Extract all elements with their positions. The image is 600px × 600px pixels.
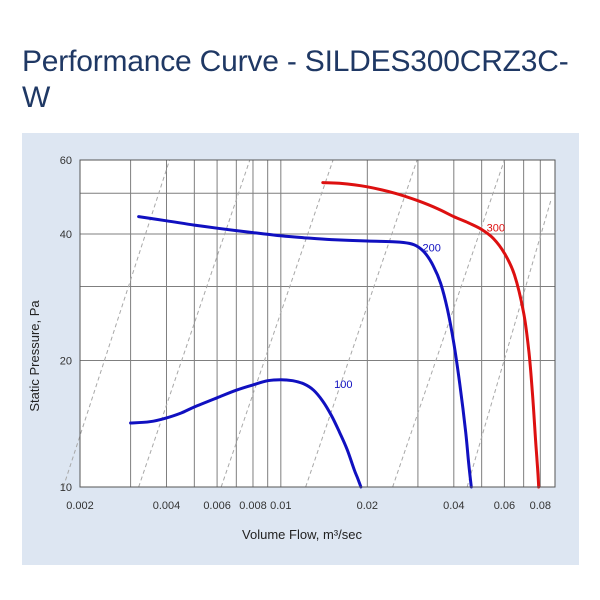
plot-frame	[79, 159, 556, 488]
system-curve-line	[392, 159, 505, 488]
series-line-200	[137, 215, 473, 489]
series-label-100: 100	[334, 379, 352, 391]
series-label-200: 200	[423, 243, 441, 255]
tick-labels: 0.002 0.004 0.006 0.008 0.01 0.02 0.04 0.06 0.08…	[60, 155, 551, 512]
x-tick-label: 0.006	[203, 500, 231, 512]
series-line-300	[321, 181, 541, 489]
plot-border	[79, 159, 556, 488]
chart-panel: 0.002 0.004 0.006 0.008 0.01 0.02 0.04 0.06 0.08…	[22, 133, 579, 565]
x-axis-label: Volume Flow, m³/sec	[242, 527, 362, 542]
performance-chart: 0.002 0.004 0.006 0.008 0.01 0.02 0.04 0.06 0.08…	[27, 155, 556, 542]
x-tick-label: 0.04	[443, 500, 464, 512]
page-title: Performance Curve - SILDES300CRZ3C-W	[22, 45, 569, 114]
y-tick-label: 60	[60, 155, 72, 167]
series-lines	[129, 181, 541, 489]
x-tick-label: 0.004	[153, 500, 181, 512]
system-curve-line	[466, 200, 552, 488]
x-tick-label: 0.008	[239, 500, 267, 512]
y-tick-label: 10	[60, 482, 72, 494]
system-curve-line	[220, 159, 334, 488]
plot-area	[80, 160, 555, 487]
y-axis-label: Static Pressure, Pa	[27, 300, 42, 412]
x-tick-label: 0.08	[530, 500, 551, 512]
y-tick-label: 40	[60, 229, 72, 241]
x-tick-label: 0.002	[66, 500, 94, 512]
series-label-300: 300	[487, 222, 505, 234]
series-labels: 100 200 300	[334, 222, 505, 391]
y-tick-label: 20	[60, 355, 72, 367]
system-curve-line	[62, 159, 171, 488]
system-curve-line	[138, 159, 251, 488]
plot-background	[80, 160, 555, 487]
x-tick-label: 0.01	[270, 500, 291, 512]
system-curve-line	[305, 159, 418, 488]
x-tick-label: 0.02	[357, 500, 378, 512]
x-tick-label: 0.06	[494, 500, 515, 512]
series-line-100	[129, 378, 363, 489]
system-curves	[62, 159, 552, 488]
